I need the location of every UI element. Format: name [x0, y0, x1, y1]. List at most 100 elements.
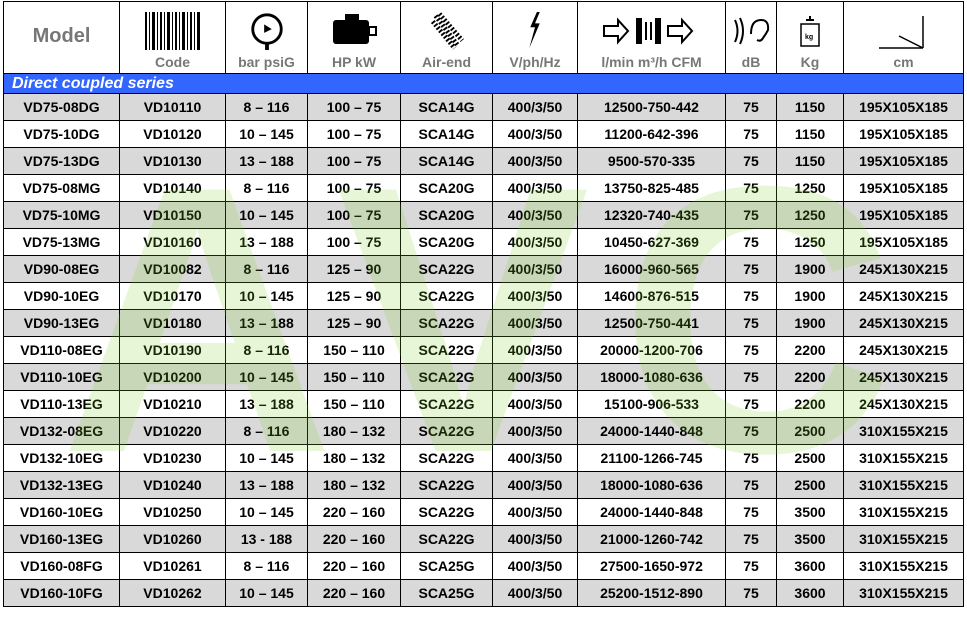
cell-code: VD10110 — [119, 93, 226, 121]
table-row: VD110-10EG VD10200 10 – 145 150 – 110 SCA22G… — [3, 363, 964, 391]
cell-noise: 75 — [725, 120, 777, 148]
table-row: VD160-10FG VD10262 10 – 145 220 – 160 SCA25G… — [3, 579, 964, 607]
table-row: VD75-13MG VD10160 13 – 188 100 – 75 SCA20G 40… — [3, 228, 964, 256]
table-row: VD75-08MG VD10140 8 – 116 100 – 75 SCA20G 400… — [3, 174, 964, 202]
cell-flow: 12500-750-441 — [577, 309, 726, 337]
table-row: VD75-08DG VD10110 8 – 116 100 – 75 SCA14G 400… — [3, 93, 964, 121]
cell-airend: SCA22G — [400, 417, 493, 445]
header-voltage: V/ph/Hz — [492, 1, 578, 74]
cell-weight: 1900 — [776, 282, 844, 310]
cell-weight: 2200 — [776, 363, 844, 391]
cell-flow: 20000-1200-706 — [577, 336, 726, 364]
table-row: VD90-08EG VD10082 8 – 116 125 – 90 SCA22G 400… — [3, 255, 964, 283]
cell-dims: 245X130X215 — [843, 336, 964, 364]
cell-flow: 18000-1080-636 — [577, 471, 726, 499]
cell-power: 180 – 132 — [307, 471, 401, 499]
cell-flow: 14600-876-515 — [577, 282, 726, 310]
cell-model: VD132-10EG — [3, 444, 120, 472]
cell-voltage: 400/3/50 — [492, 174, 578, 202]
cell-airend: SCA20G — [400, 228, 493, 256]
cell-airend: SCA22G — [400, 471, 493, 499]
dimensions-axes-icon — [878, 16, 924, 49]
table-row: VD75-13DG VD10130 13 – 188 100 – 75 SCA14G 40… — [3, 147, 964, 175]
cell-power: 180 – 132 — [307, 444, 401, 472]
cell-noise: 75 — [725, 444, 777, 472]
cell-pressure: 13 – 188 — [225, 147, 308, 175]
cell-code: VD10180 — [119, 309, 226, 337]
table-row: VD90-10EG VD10170 10 – 145 125 – 90 SCA22G 40… — [3, 282, 964, 310]
cell-model: VD132-13EG — [3, 471, 120, 499]
header-airend-label: Air-end — [422, 54, 471, 70]
header-pressure: bar psiG — [225, 1, 308, 74]
cell-airend: SCA22G — [400, 390, 493, 418]
cell-model: VD110-10EG — [3, 363, 120, 391]
cell-weight: 2500 — [776, 471, 844, 499]
cell-flow: 21100-1266-745 — [577, 444, 726, 472]
cell-pressure: 8 – 116 — [225, 552, 308, 580]
cell-code: VD10160 — [119, 228, 226, 256]
table-row: VD110-13EG VD10210 13 – 188 150 – 110 SCA22G… — [3, 390, 964, 418]
cell-power: 180 – 132 — [307, 417, 401, 445]
cell-weight: 1150 — [776, 120, 844, 148]
table-row: VD132-10EG VD10230 10 – 145 180 – 132 SCA22G… — [3, 444, 964, 472]
cell-model: VD160-13EG — [3, 525, 120, 553]
cell-voltage: 400/3/50 — [492, 525, 578, 553]
cell-dims: 245X130X215 — [843, 309, 964, 337]
cell-flow: 18000-1080-636 — [577, 363, 726, 391]
cell-weight: 2200 — [776, 336, 844, 364]
cell-dims: 195X105X185 — [843, 201, 964, 229]
header-flow-label: l/min m³/h CFM — [601, 54, 702, 70]
pressure-gauge-icon — [250, 13, 283, 50]
cell-dims: 195X105X185 — [843, 93, 964, 121]
cell-noise: 75 — [725, 363, 777, 391]
cell-voltage: 400/3/50 — [492, 498, 578, 526]
cell-voltage: 400/3/50 — [492, 579, 578, 607]
cell-noise: 75 — [725, 579, 777, 607]
cell-power: 100 – 75 — [307, 201, 401, 229]
cell-flow: 21000-1260-742 — [577, 525, 726, 553]
table-row: VD160-13EG VD10260 13 - 188 220 – 160 SCA22G… — [3, 525, 964, 553]
cell-pressure: 13 - 188 — [225, 525, 308, 553]
cell-model: VD75-13MG — [3, 228, 120, 256]
cell-pressure: 10 – 145 — [225, 120, 308, 148]
cell-voltage: 400/3/50 — [492, 471, 578, 499]
section-title: Direct coupled series — [3, 73, 964, 94]
cell-dims: 195X105X185 — [843, 174, 964, 202]
cell-weight: 1250 — [776, 228, 844, 256]
cell-noise: 75 — [725, 201, 777, 229]
header-dims: cm — [843, 1, 964, 74]
cell-weight: 1250 — [776, 201, 844, 229]
cell-noise: 75 — [725, 417, 777, 445]
cell-flow: 15100-906-533 — [577, 390, 726, 418]
cell-airend: SCA20G — [400, 201, 493, 229]
cell-airend: SCA22G — [400, 525, 493, 553]
cell-model: VD160-08FG — [3, 552, 120, 580]
header-model: Model — [3, 1, 120, 74]
cell-flow: 13750-825-485 — [577, 174, 726, 202]
cell-pressure: 8 – 116 — [225, 336, 308, 364]
cell-flow: 12500-750-442 — [577, 93, 726, 121]
cell-power: 100 – 75 — [307, 93, 401, 121]
table-row: VD160-08FG VD10261 8 – 116 220 – 160 SCA25G 4… — [3, 552, 964, 580]
cell-airend: SCA14G — [400, 93, 493, 121]
cell-pressure: 10 – 145 — [225, 201, 308, 229]
cell-voltage: 400/3/50 — [492, 228, 578, 256]
cell-code: VD10170 — [119, 282, 226, 310]
cell-power: 125 – 90 — [307, 282, 401, 310]
cell-noise: 75 — [725, 309, 777, 337]
cell-code: VD10190 — [119, 336, 226, 364]
cell-pressure: 10 – 145 — [225, 282, 308, 310]
cell-weight: 1150 — [776, 147, 844, 175]
cell-noise: 75 — [725, 498, 777, 526]
motor-icon — [333, 14, 377, 44]
cell-dims: 310X155X215 — [843, 525, 964, 553]
cell-code: VD10220 — [119, 417, 226, 445]
airflow-icon — [602, 17, 693, 45]
cell-weight: 2500 — [776, 444, 844, 472]
cell-dims: 195X105X185 — [843, 120, 964, 148]
cell-code: VD10230 — [119, 444, 226, 472]
cell-flow: 27500-1650-972 — [577, 552, 726, 580]
cell-code: VD10140 — [119, 174, 226, 202]
cell-power: 220 – 160 — [307, 579, 401, 607]
cell-voltage: 400/3/50 — [492, 255, 578, 283]
